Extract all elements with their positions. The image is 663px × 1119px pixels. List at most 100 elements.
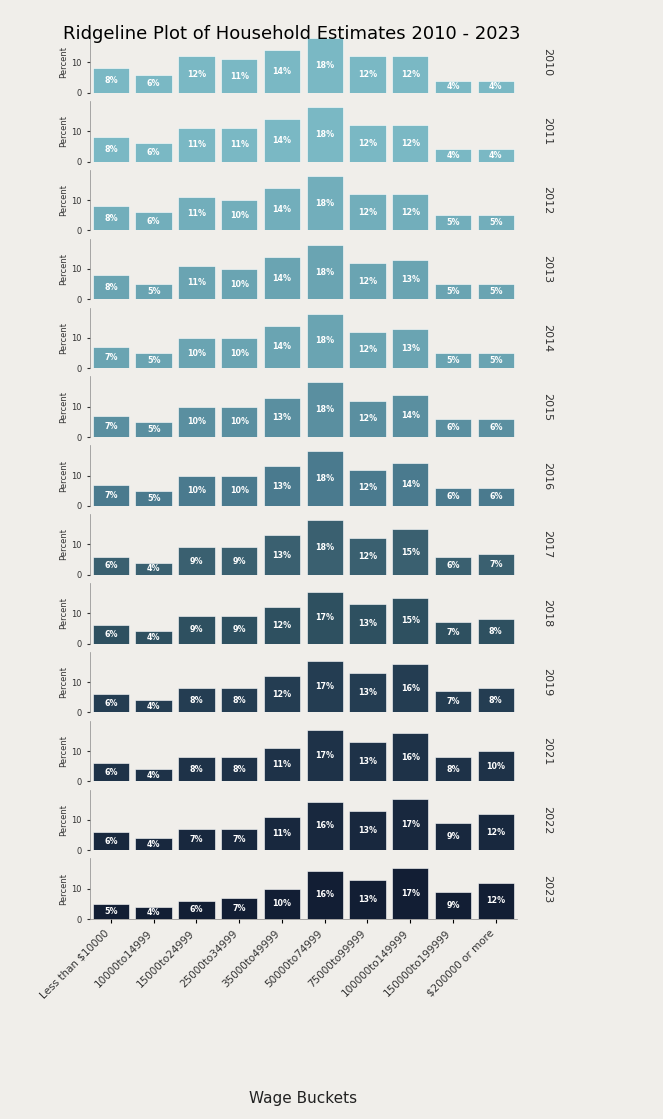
Bar [264, 397, 300, 438]
Text: 12%: 12% [400, 208, 420, 217]
Bar [435, 150, 471, 161]
Bar [135, 422, 172, 438]
Bar [178, 758, 215, 781]
Y-axis label: Percent: Percent [60, 528, 68, 561]
Y-axis label: Percent: Percent [60, 115, 68, 148]
Text: 7%: 7% [104, 354, 117, 363]
Bar [135, 769, 172, 781]
Text: 5%: 5% [489, 288, 503, 297]
Bar [477, 352, 514, 368]
Bar [349, 470, 386, 506]
Bar [264, 676, 300, 713]
Bar [477, 150, 514, 161]
Bar [477, 619, 514, 643]
Y-axis label: Percent: Percent [60, 598, 68, 629]
Text: 8%: 8% [104, 214, 118, 223]
Bar [264, 817, 300, 850]
Bar [178, 829, 215, 850]
Text: 11%: 11% [187, 140, 206, 150]
Bar [477, 814, 514, 850]
Bar [349, 811, 386, 850]
Text: 9%: 9% [446, 833, 459, 841]
Bar [135, 838, 172, 850]
Bar [349, 332, 386, 368]
Text: 2014: 2014 [542, 323, 552, 352]
Text: 12%: 12% [486, 828, 505, 837]
Bar [392, 125, 428, 161]
Bar [349, 604, 386, 643]
Text: 13%: 13% [400, 275, 420, 284]
Text: 6%: 6% [147, 79, 160, 88]
Bar [435, 352, 471, 368]
Bar [306, 176, 343, 231]
Text: 17%: 17% [315, 613, 334, 622]
Bar [221, 338, 257, 368]
Text: 12%: 12% [358, 276, 377, 285]
Text: 2013: 2013 [542, 255, 552, 283]
Bar [477, 751, 514, 781]
Text: 13%: 13% [358, 826, 377, 835]
Text: 16%: 16% [400, 753, 420, 762]
Text: 2016: 2016 [542, 461, 552, 490]
Bar [178, 688, 215, 713]
Bar [349, 538, 386, 575]
Text: 14%: 14% [272, 135, 292, 144]
Bar [264, 188, 300, 231]
Y-axis label: Percent: Percent [60, 46, 68, 78]
Text: 8%: 8% [489, 696, 503, 705]
Bar [349, 673, 386, 713]
Bar [392, 56, 428, 93]
Text: 4%: 4% [446, 151, 459, 160]
Text: 11%: 11% [272, 760, 292, 769]
Text: 11%: 11% [187, 279, 206, 288]
Text: 10%: 10% [187, 487, 206, 496]
Bar [306, 730, 343, 781]
Bar [178, 476, 215, 506]
Text: 5%: 5% [489, 356, 503, 365]
Y-axis label: Percent: Percent [60, 391, 68, 423]
Text: 6%: 6% [104, 699, 117, 708]
Text: 10%: 10% [229, 280, 249, 289]
Bar [392, 799, 428, 850]
Bar [93, 626, 129, 643]
Text: 4%: 4% [147, 564, 160, 573]
Text: 17%: 17% [400, 820, 420, 829]
Bar [93, 206, 129, 231]
Text: 10%: 10% [229, 417, 249, 426]
Bar [392, 260, 428, 299]
Bar [93, 138, 129, 161]
Bar [392, 664, 428, 713]
Text: 6%: 6% [446, 492, 459, 501]
Bar [264, 467, 300, 506]
Text: 12%: 12% [358, 70, 377, 79]
Text: 4%: 4% [147, 633, 160, 642]
Bar [349, 263, 386, 299]
Y-axis label: Percent: Percent [60, 666, 68, 698]
Text: 11%: 11% [229, 72, 249, 81]
Text: 7%: 7% [446, 697, 459, 706]
Bar [264, 888, 300, 919]
Bar [93, 694, 129, 713]
Text: 13%: 13% [400, 344, 420, 352]
Text: 12%: 12% [358, 414, 377, 423]
Text: 17%: 17% [400, 888, 420, 897]
Bar [349, 742, 386, 781]
Bar [435, 81, 471, 93]
Text: 11%: 11% [272, 829, 292, 838]
Text: 12%: 12% [272, 689, 292, 698]
Bar [435, 692, 471, 713]
Bar [306, 520, 343, 575]
Text: 7%: 7% [233, 835, 246, 844]
Text: 2019: 2019 [542, 668, 552, 696]
Bar [135, 75, 172, 93]
Text: 6%: 6% [147, 148, 160, 157]
Text: 18%: 18% [315, 543, 334, 552]
Text: 5%: 5% [446, 218, 459, 227]
Text: 13%: 13% [358, 688, 377, 697]
Text: 12%: 12% [400, 139, 420, 148]
Text: 2023: 2023 [542, 875, 552, 903]
Bar [93, 833, 129, 850]
Bar [477, 688, 514, 713]
Text: 6%: 6% [104, 561, 117, 571]
Text: 11%: 11% [229, 140, 249, 150]
